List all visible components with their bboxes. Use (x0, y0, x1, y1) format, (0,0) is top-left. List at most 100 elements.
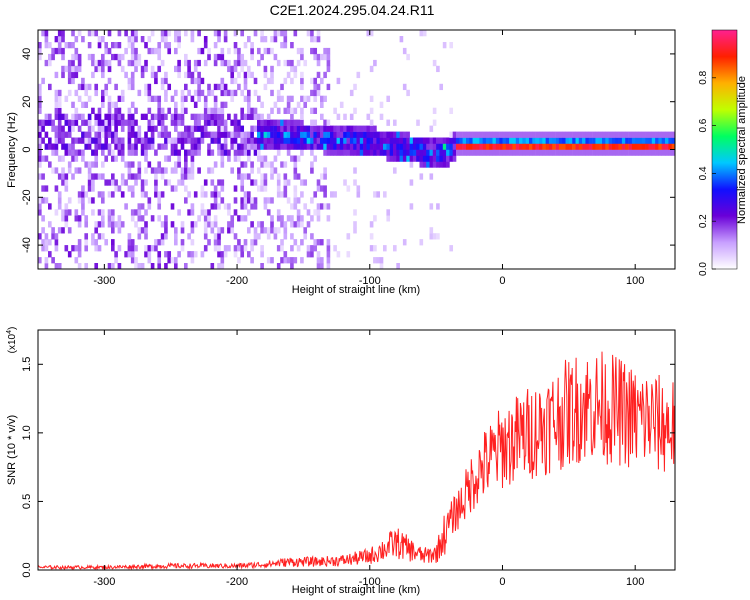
heatmap-cell (605, 137, 609, 144)
heatmap-cell (320, 143, 324, 150)
heatmap-cell (562, 143, 566, 150)
heatmap-cell (111, 149, 115, 156)
heatmap-cell (38, 155, 42, 162)
heatmap-cell (164, 137, 168, 144)
heatmap-cell (107, 191, 112, 198)
heatmap-cell (97, 137, 102, 144)
heatmap-cell (174, 89, 178, 97)
heatmap-cell (54, 167, 59, 174)
heatmap-cell (273, 101, 278, 108)
heatmap-cell (233, 209, 238, 216)
heatmap-cell (187, 137, 191, 144)
heatmap-cell (147, 161, 152, 168)
heatmap-cell (71, 65, 75, 73)
heatmap-cell (74, 53, 79, 61)
heatmap-cell (648, 137, 653, 144)
heatmap-cell (602, 131, 606, 138)
heatmap-cell (111, 215, 115, 222)
heatmap-cell (250, 239, 254, 246)
heatmap-cell (130, 125, 135, 132)
heatmap-cell (310, 131, 314, 138)
heatmap-cell (300, 149, 304, 156)
heatmap-cell (220, 149, 225, 156)
heatmap-cell (38, 257, 42, 264)
heatmap-cell (223, 36, 228, 43)
heatmap-cell (253, 197, 258, 204)
heatmap-cell (276, 191, 281, 198)
heatmap-cell (661, 137, 666, 144)
heatmap-cell (187, 149, 191, 156)
heatmap-cell (190, 149, 195, 156)
heatmap-cell (333, 131, 337, 138)
heatmap-cell (346, 185, 351, 192)
heatmap-cell (505, 137, 510, 144)
heatmap-cell (127, 161, 132, 168)
heatmap-cell (220, 155, 225, 162)
heatmap-cell (502, 131, 507, 138)
heatmap-cell (326, 65, 331, 73)
heatmap-cell (475, 143, 480, 150)
heatmap-cell (525, 143, 530, 150)
heatmap-cell (346, 131, 351, 138)
heatmap-cell (575, 137, 580, 144)
heatmap-cell (658, 143, 663, 150)
heatmap-cell (190, 77, 195, 85)
heatmap-cell (190, 137, 195, 144)
heatmap-cell (356, 71, 361, 79)
heatmap-cell (336, 131, 341, 138)
heatmap-cell (223, 59, 228, 67)
heatmap-cell (489, 143, 493, 150)
heatmap-cell (84, 101, 89, 108)
heatmap-cell (220, 257, 225, 264)
heatmap-cell (217, 179, 221, 186)
heatmap-cell (180, 101, 185, 108)
heatmap-cell (233, 125, 238, 132)
scale-note-exponent: 4 (6, 330, 13, 334)
heatmap-cell (71, 71, 75, 79)
heatmap-cell (270, 257, 274, 264)
heatmap-cell (67, 143, 72, 150)
heatmap-cell (260, 161, 264, 168)
heatmap-cell (81, 149, 85, 156)
heatmap-cell (38, 161, 42, 168)
heatmap-cell (555, 143, 560, 150)
heatmap-cell (668, 137, 673, 144)
heatmap-cell (389, 149, 394, 156)
heatmap-cell (104, 47, 109, 55)
heatmap-cell (283, 143, 288, 150)
heatmap-cell (91, 239, 95, 246)
heatmap-cell (237, 47, 241, 55)
heatmap-cell (300, 125, 304, 132)
heatmap-cell (61, 209, 65, 216)
heatmap-cell (326, 125, 331, 132)
heatmap-cell (147, 83, 152, 91)
heatmap-cell (336, 125, 341, 132)
heatmap-cell (127, 149, 132, 156)
heatmap-cell (406, 53, 410, 61)
heatmap-cell (134, 107, 138, 114)
heatmap-cell (67, 149, 72, 156)
heatmap-cell (94, 113, 99, 120)
heatmap-cell (164, 215, 168, 222)
heatmap-cell (41, 173, 45, 180)
heatmap-cell (94, 89, 99, 97)
heatmap-cell (618, 143, 623, 150)
heatmap-cell (114, 137, 118, 144)
heatmap-cell (64, 65, 69, 73)
heatmap-cell (280, 245, 284, 252)
heatmap-cell (595, 143, 600, 150)
heatmap-cell (154, 71, 158, 79)
heatmap-cell (44, 36, 49, 43)
colorbar: 0.00.20.40.60.8 Normalized spectral ampl… (698, 29, 748, 276)
heatmap-cell (495, 143, 500, 150)
heatmap-cell (300, 131, 304, 138)
heatmap-cell (233, 185, 238, 192)
heatmap-cell (492, 143, 497, 150)
heatmap-cell (273, 131, 278, 138)
heatmap-cell (456, 143, 460, 150)
heatmap-cell (290, 125, 294, 132)
heatmap-cell (303, 179, 308, 186)
heatmap-cell (233, 233, 238, 240)
heatmap-cell (127, 107, 132, 114)
heatmap-cell (276, 185, 281, 192)
